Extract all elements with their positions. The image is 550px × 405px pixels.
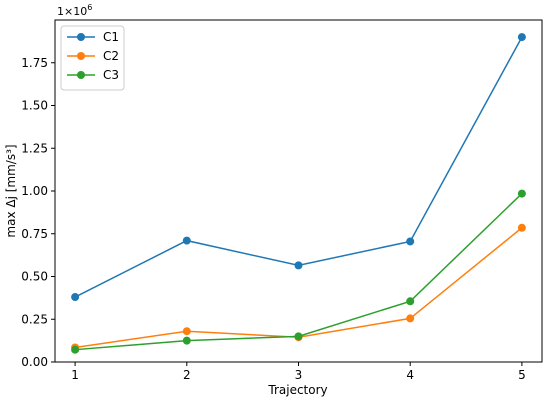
data-point-c1 (294, 261, 303, 270)
legend-label: C1 (103, 30, 119, 44)
y-tick-label: 1.75 (21, 56, 48, 70)
legend-swatch-marker (77, 33, 85, 41)
x-tick-label: 1 (71, 368, 79, 382)
legend-swatch-marker (77, 52, 85, 60)
legend-label: C2 (103, 49, 119, 63)
legend-box (60, 25, 125, 91)
y-tick-label: 1.50 (21, 99, 48, 113)
legend-entry-c1: C1 (67, 30, 119, 44)
data-point-c3 (294, 332, 303, 341)
x-tick-label: 4 (406, 368, 414, 382)
y-tick-label: 0.75 (21, 227, 48, 241)
data-point-c3 (406, 297, 415, 306)
data-point-c1 (517, 33, 526, 42)
series-points (71, 33, 526, 354)
legend: C1 C2 C3 (60, 25, 125, 91)
y-tick-label: 0.25 (21, 312, 48, 326)
y-offset-mantissa: 1×10 (57, 5, 87, 18)
data-point-c1 (406, 237, 415, 246)
data-point-c2 (517, 223, 526, 232)
data-point-c3 (517, 189, 526, 198)
data-point-c2 (182, 327, 191, 336)
y-tick-label: 0.50 (21, 270, 48, 284)
data-point-c3 (71, 345, 80, 354)
x-axis-ticks: 1 2 3 4 5 (71, 362, 526, 382)
data-point-c2 (406, 314, 415, 323)
x-tick-label: 2 (183, 368, 191, 382)
series-line-c2 (74, 227, 523, 349)
y-tick-label: 1.00 (21, 184, 48, 198)
legend-label: C3 (103, 68, 119, 82)
y-tick-label: 0.00 (21, 355, 48, 369)
y-axis-ticks: 0.00 0.25 0.50 0.75 1.00 1.25 1.50 1.75 (21, 56, 55, 369)
legend-entry-c2: C2 (67, 49, 119, 63)
legend-entry-c3: C3 (67, 68, 119, 82)
y-offset-label: 1×106 (57, 3, 92, 18)
plot-frame (54, 19, 543, 363)
y-axis-label: max Δj [mm/s³] (4, 144, 18, 237)
legend-swatch-marker (77, 71, 85, 79)
x-axis-label: Trajectory (267, 383, 327, 397)
data-point-c1 (182, 236, 191, 245)
data-point-c1 (71, 293, 80, 302)
x-tick-label: 3 (295, 368, 303, 382)
series-lines (74, 36, 523, 351)
y-tick-label: 1.25 (21, 141, 48, 155)
series-line-c3 (75, 193, 523, 351)
y-offset-exponent: 6 (87, 3, 92, 12)
x-tick-label: 5 (518, 368, 526, 382)
data-point-c3 (182, 336, 191, 345)
